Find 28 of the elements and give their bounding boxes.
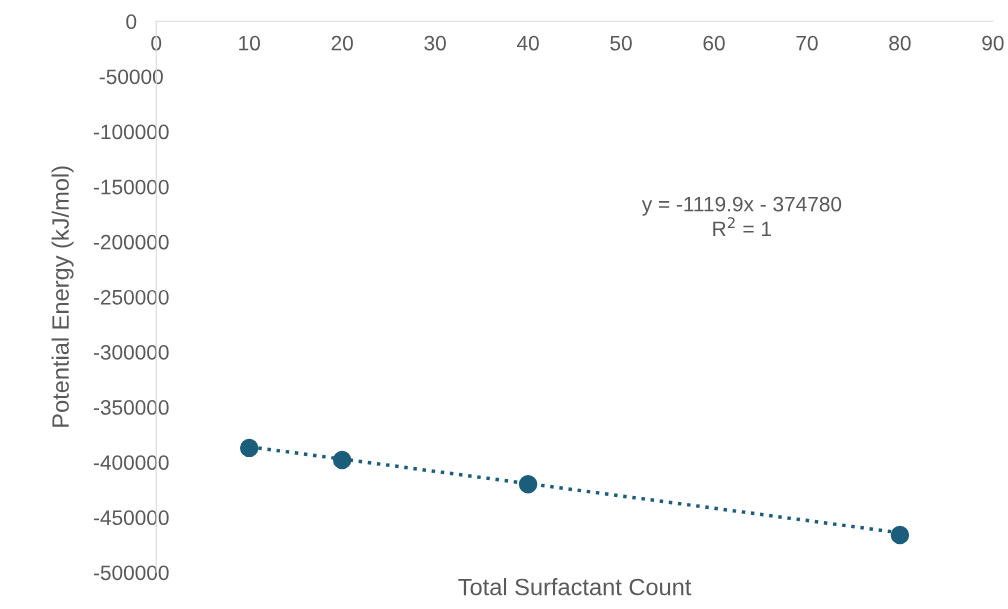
annotation: y = -1119.9x - 374780 — [641, 196, 842, 216]
y-tick-label: -450000 — [93, 510, 169, 526]
y-tick-label: -400000 — [93, 455, 169, 470]
x-tick-label: 40 — [516, 35, 539, 51]
annotation: R$^{2}$ = 1 — [713, 217, 771, 236]
x-tick-label: 10 — [239, 35, 260, 51]
x-axis-title: Total Surfactant Count — [458, 578, 692, 596]
y-tick-label: -150000 — [93, 179, 169, 195]
y-tick-label: -200000 — [93, 234, 169, 250]
y-tick-label: -350000 — [93, 400, 169, 415]
x-tick-label: 70 — [796, 35, 818, 51]
x-tick-label: 80 — [889, 35, 911, 51]
point — [332, 450, 352, 470]
point — [518, 475, 538, 494]
point — [890, 525, 910, 545]
y-tick-label: -300000 — [93, 345, 169, 360]
y-axis-title: Potential Energy (kJ/mol) — [51, 166, 74, 427]
y-tick-label: -100000 — [93, 124, 169, 140]
x-tick-label: 30 — [424, 35, 446, 51]
point — [239, 438, 259, 458]
x-tick-label: 60 — [703, 35, 725, 51]
y-tick-label: -500000 — [93, 565, 169, 581]
y-tick-label: 0 — [126, 14, 137, 30]
x-tick-label: 50 — [610, 35, 632, 51]
y-tick-label: -250000 — [93, 289, 169, 305]
y-tick-label: -50000 — [99, 69, 163, 85]
x-tick-label: 90 — [982, 35, 1004, 51]
x-tick-label: 20 — [331, 35, 353, 51]
